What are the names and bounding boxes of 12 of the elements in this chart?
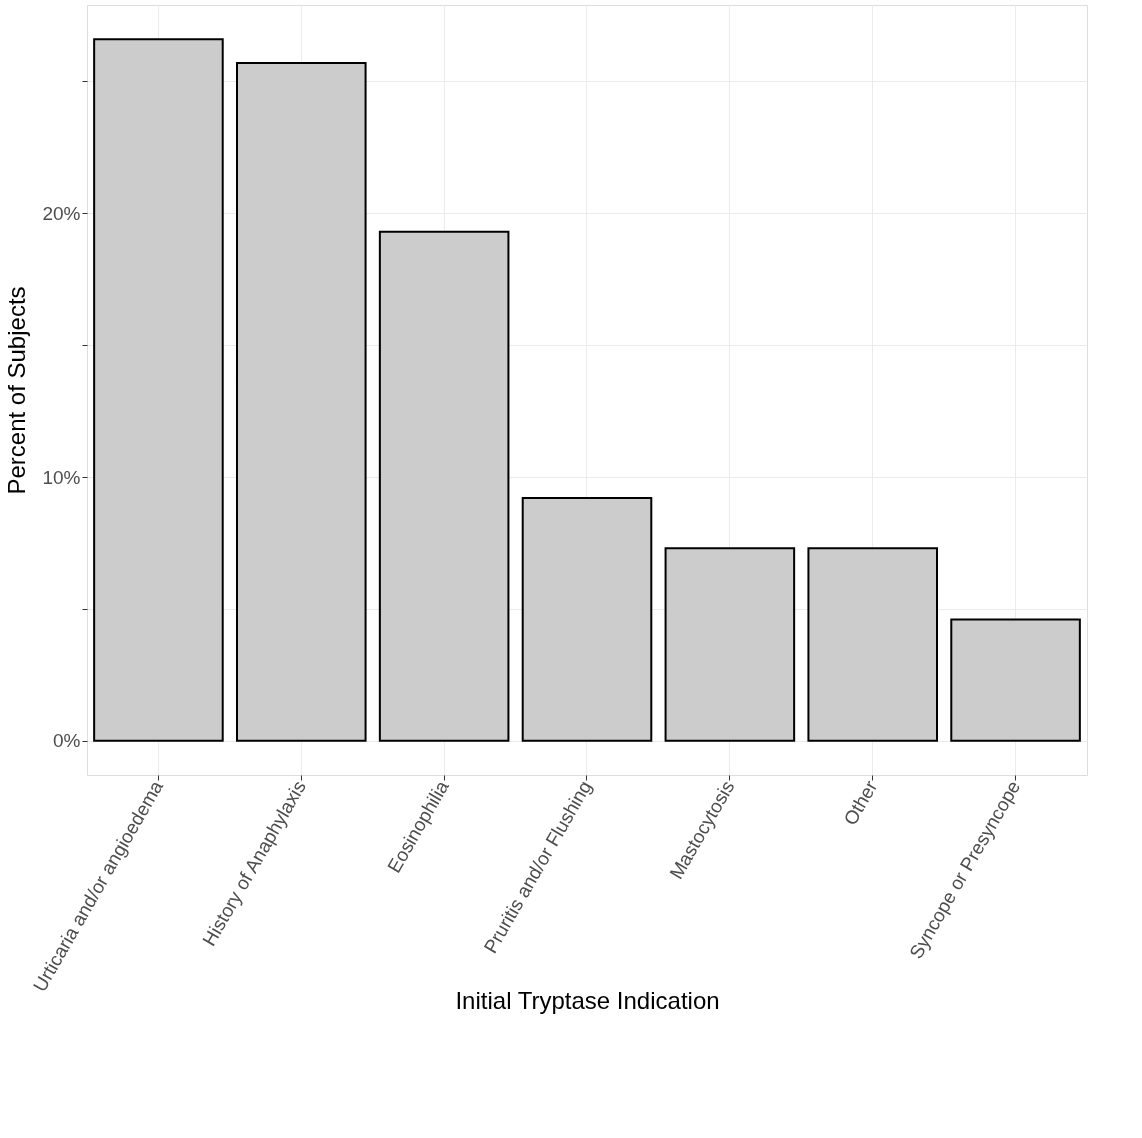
bar bbox=[664, 547, 796, 742]
bar bbox=[521, 497, 653, 742]
bar bbox=[236, 62, 367, 742]
y-tick-label: 10% bbox=[42, 466, 81, 488]
y-tick-label: 0% bbox=[53, 730, 81, 752]
bar bbox=[807, 547, 938, 742]
y-axis-title: Percent of Subjects bbox=[3, 286, 31, 495]
x-axis-title: Initial Tryptase Indication bbox=[455, 986, 720, 1014]
bar bbox=[93, 38, 224, 742]
bar bbox=[950, 618, 1081, 742]
y-tick-label: 20% bbox=[42, 202, 81, 224]
bar bbox=[378, 230, 510, 742]
